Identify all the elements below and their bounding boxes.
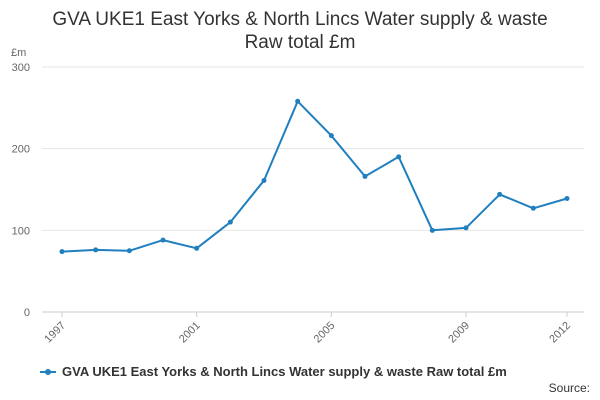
data-point [93, 247, 99, 253]
source-label: Source: [548, 381, 590, 395]
data-point [227, 219, 233, 225]
y-tick-label: 300 [12, 62, 30, 74]
y-tick-label: 100 [12, 225, 30, 237]
chart-title-line: Raw total £m [244, 32, 356, 53]
y-tick-label: 0 [24, 307, 30, 319]
series-line [61, 100, 568, 253]
x-tick-label: 2009 [446, 320, 472, 346]
chart-title: GVA UKE1 East Yorks & North Lincs Water … [0, 8, 600, 54]
data-point [564, 195, 570, 201]
data-point [328, 133, 334, 139]
data-point [497, 191, 503, 197]
y-unit-label: £m [11, 47, 26, 59]
data-point [463, 225, 469, 231]
legend[interactable]: GVA UKE1 East Yorks & North Lincs Water … [40, 364, 507, 379]
data-point [530, 205, 536, 211]
x-tick-label: 2001 [177, 320, 203, 346]
data-point [295, 98, 301, 104]
y-tick-label: 200 [12, 144, 30, 156]
data-point [362, 173, 368, 179]
x-tick-label: 1997 [42, 320, 68, 346]
x-tick-label: 2005 [312, 320, 338, 346]
legend-series-label: GVA UKE1 East Yorks & North Lincs Water … [62, 364, 507, 379]
data-point [396, 154, 402, 160]
data-point [126, 248, 132, 254]
legend-series-marker [40, 367, 56, 377]
x-tick-label: 2012 [547, 320, 573, 346]
data-point [194, 245, 200, 251]
chart-title-line: GVA UKE1 East Yorks & North Lincs Water … [52, 9, 548, 30]
data-point [429, 227, 435, 233]
data-point [59, 249, 65, 255]
data-point [160, 237, 166, 243]
data-point [261, 178, 267, 184]
